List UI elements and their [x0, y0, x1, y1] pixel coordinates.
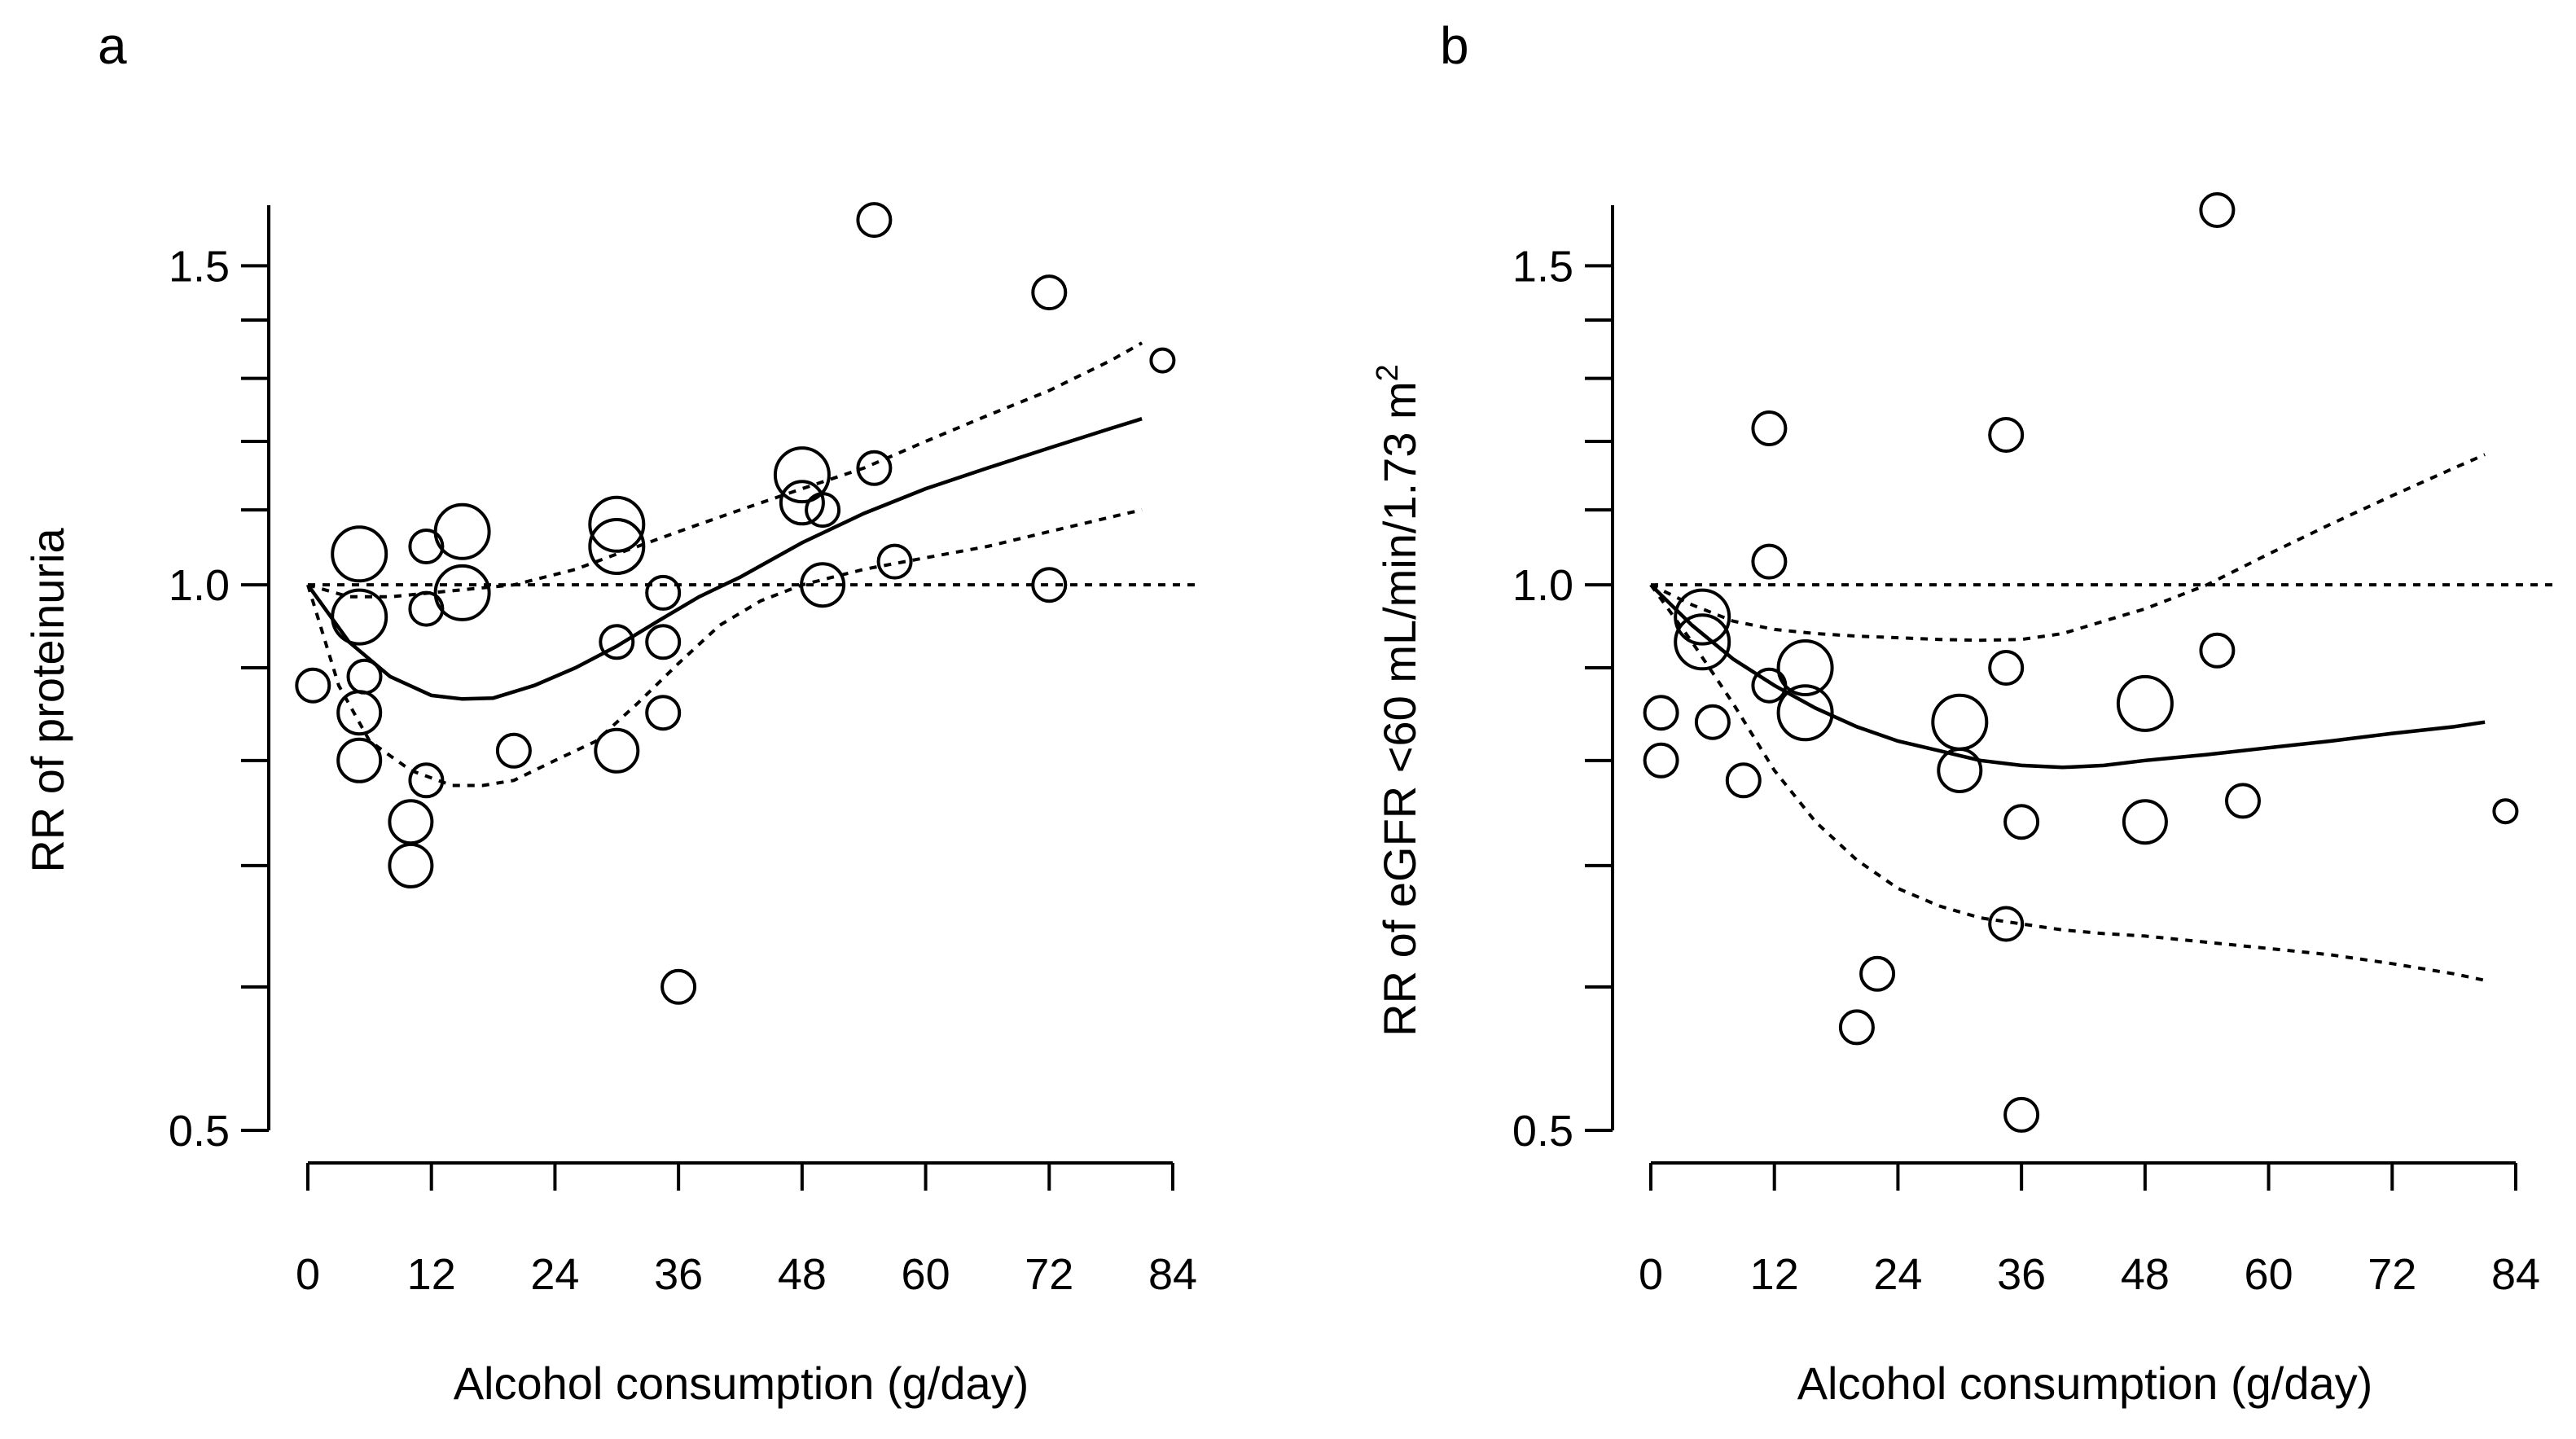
x-tick-label: 84	[2491, 1250, 2540, 1299]
data-point	[645, 695, 682, 731]
data-point	[2492, 798, 2519, 825]
data-point	[856, 202, 893, 239]
data-point	[645, 624, 682, 660]
fitted-curve	[1649, 583, 2486, 770]
x-tick-label: 24	[530, 1250, 579, 1299]
data-point	[408, 529, 445, 564]
panel-letter: b	[1440, 16, 1469, 75]
x-axis-title: Alcohol consumption (g/day)	[1797, 1358, 2373, 1409]
data-point	[594, 727, 640, 774]
x-tick-label: 0	[1639, 1250, 1663, 1299]
data-point	[2199, 192, 2236, 228]
y-tick-label: 1.0	[169, 561, 230, 610]
data-point	[645, 574, 682, 611]
x-tick-label: 12	[1750, 1250, 1799, 1299]
data-point	[1751, 543, 1788, 580]
y-tick-label: 1.0	[1512, 561, 1573, 610]
data-point	[1988, 417, 2025, 453]
y-tick-label: 1.5	[1512, 242, 1573, 291]
data-point	[408, 590, 445, 627]
data-point	[408, 762, 445, 799]
data-point	[388, 799, 434, 845]
data-point	[388, 842, 434, 888]
data-point	[1031, 567, 1068, 603]
data-point	[1931, 693, 1989, 751]
x-tick-label: 24	[1873, 1250, 1922, 1299]
data-point	[331, 588, 388, 646]
data-point	[433, 564, 491, 621]
data-point	[1031, 274, 1068, 311]
data-point	[2116, 674, 2174, 732]
y-axis-title-superscript: 2	[1371, 364, 1405, 381]
data-point	[1838, 1009, 1875, 1046]
ci-lower-line	[306, 508, 1143, 788]
y-axis-title-text: RR of eGFR <60 mL/min/1.73 m	[1374, 381, 1425, 1037]
y-tick-label: 0.5	[169, 1107, 230, 1156]
ci-lower-line	[1649, 584, 2486, 982]
data-point	[1776, 684, 1834, 742]
x-tick-label: 60	[902, 1250, 950, 1299]
data-point	[2199, 632, 2236, 669]
data-point	[1776, 639, 1834, 696]
panel-letter: a	[98, 16, 127, 75]
data-point	[336, 737, 383, 783]
data-point	[805, 492, 841, 529]
data-point	[1674, 588, 1731, 646]
data-point	[2122, 799, 2168, 845]
y-axis-title: RR of proteinuria	[22, 527, 73, 872]
data-point	[331, 525, 388, 583]
y-axis-title: RR of eGFR <60 mL/min/1.73 m2	[1371, 364, 1425, 1037]
data-point	[2003, 1096, 2040, 1133]
data-point	[295, 667, 331, 704]
data-point	[433, 502, 491, 560]
y-tick-label: 0.5	[1512, 1107, 1573, 1156]
data-point	[1149, 347, 1176, 374]
data-point	[588, 495, 646, 553]
data-point	[779, 480, 825, 526]
data-point	[1751, 410, 1788, 446]
fitted-curve	[306, 417, 1143, 701]
panel-a: a 0.5 1.0 1.5 0 12 24 36 48 60 72 84 Alcohol consump…	[22, 16, 1197, 1409]
x-tick-label: 72	[2368, 1250, 2416, 1299]
data-point	[1643, 742, 1679, 779]
data-point	[2225, 783, 2261, 819]
data-point	[588, 518, 646, 575]
y-axis-title-text: RR of proteinuria	[22, 527, 73, 872]
data-point	[1937, 748, 1983, 793]
data-point	[1674, 613, 1731, 671]
data-point	[346, 658, 383, 695]
x-tick-label: 36	[1997, 1250, 2046, 1299]
data-point	[336, 690, 383, 736]
x-tick-label: 72	[1025, 1250, 1073, 1299]
x-tick-label: 12	[407, 1250, 456, 1299]
x-tick-label: 48	[778, 1250, 827, 1299]
data-point	[599, 624, 635, 660]
data-point	[1988, 906, 2025, 942]
x-tick-label: 0	[296, 1250, 320, 1299]
y-tick-label: 1.5	[169, 242, 230, 291]
data-point	[1643, 695, 1679, 731]
data-point	[856, 450, 893, 486]
x-tick-label: 36	[654, 1250, 703, 1299]
data-point	[660, 968, 697, 1005]
x-tick-label: 48	[2121, 1250, 2170, 1299]
data-point	[876, 543, 913, 580]
x-axis-title: Alcohol consumption (g/day)	[454, 1358, 1029, 1409]
x-tick-label: 84	[1148, 1250, 1197, 1299]
data-point	[1859, 955, 1896, 992]
ci-upper-line	[1650, 453, 2486, 643]
panel-b: b 0.5 1.0 1.5 0 12 24 36 48 60 72 84 Alcohol consump…	[1371, 16, 2557, 1409]
data-point	[773, 446, 831, 504]
data-point	[1725, 762, 1762, 799]
data-point	[1988, 650, 2025, 686]
x-tick-label: 60	[2245, 1250, 2293, 1299]
ci-upper-line	[307, 341, 1143, 599]
data-point	[800, 562, 846, 608]
data-point	[1694, 704, 1731, 740]
data-point	[2003, 804, 2040, 840]
data-point	[495, 732, 532, 769]
